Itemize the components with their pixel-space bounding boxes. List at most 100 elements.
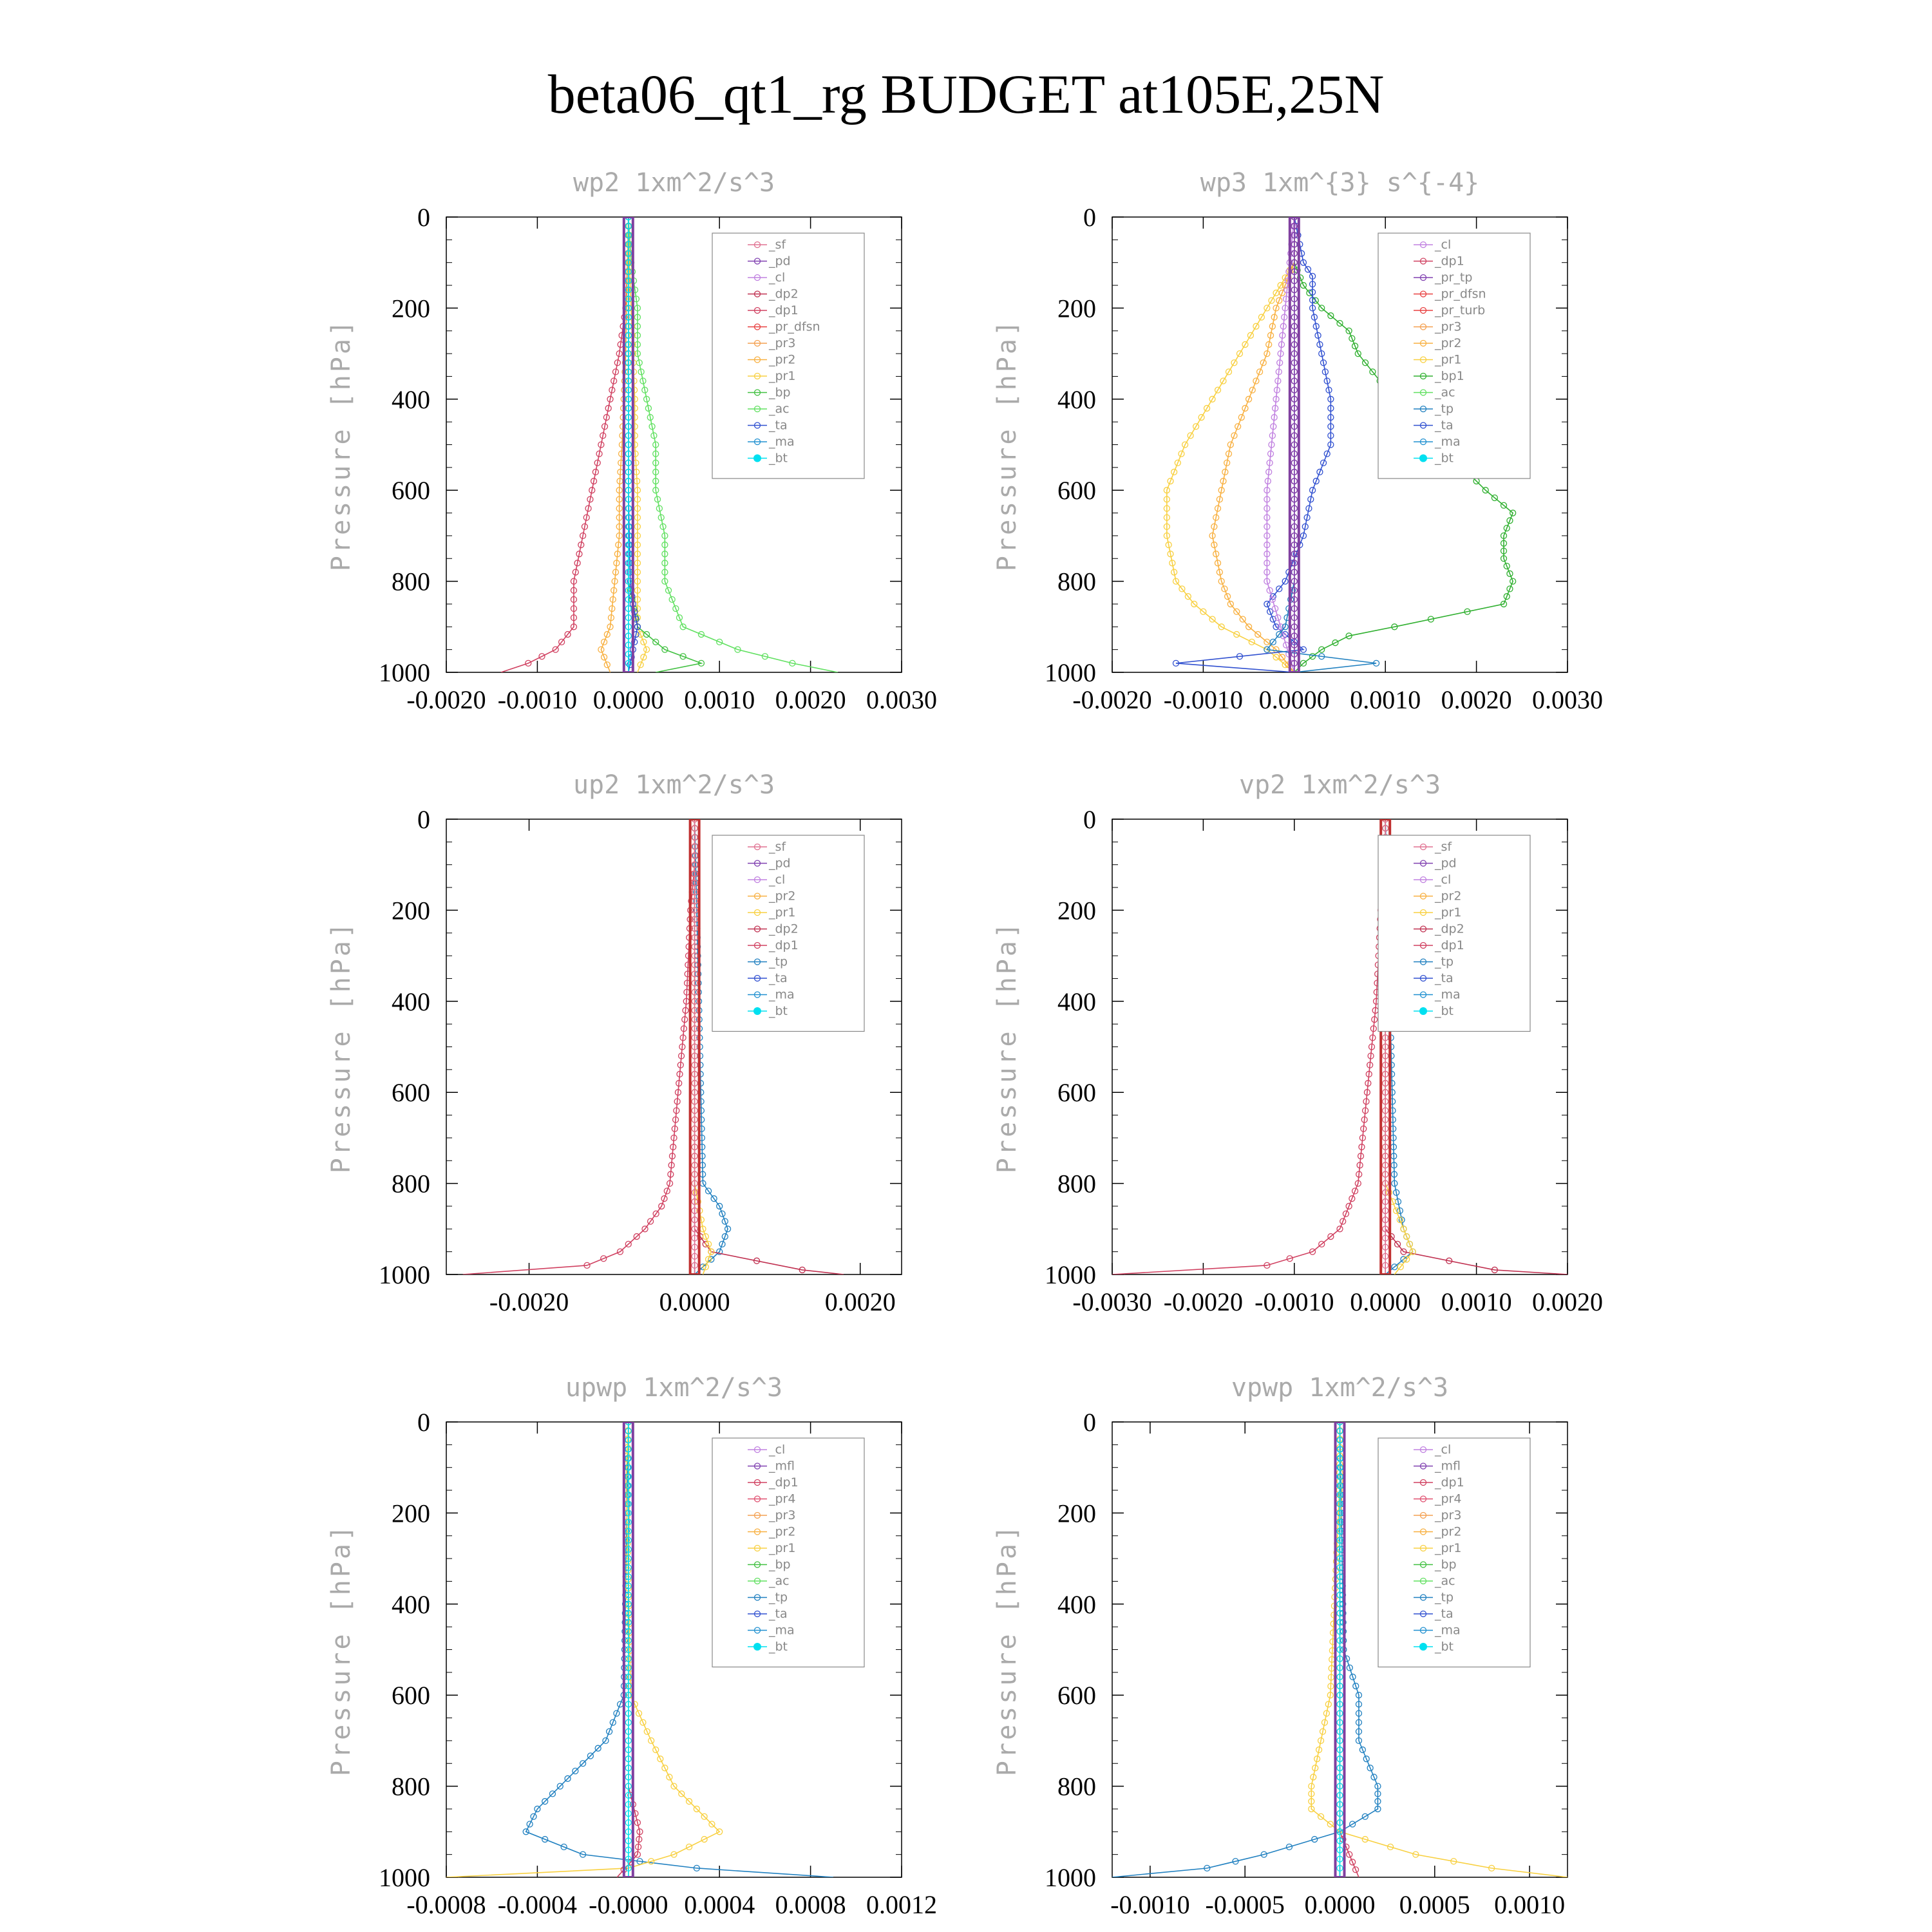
panel-title: wp3 1xm^{3} s^{-4} <box>1200 168 1479 198</box>
zero-line-bundle <box>622 217 634 672</box>
series-point_bt <box>1336 1573 1343 1580</box>
legend-label: _mfl <box>768 1459 795 1473</box>
series-point_ac <box>668 596 676 603</box>
legend-label: _pr_turb <box>1434 303 1485 317</box>
series-point_dp1 <box>605 404 612 412</box>
series-point_sf <box>1382 1070 1389 1078</box>
series-point_ac <box>634 341 641 348</box>
series-point_bt <box>1336 1501 1343 1508</box>
series-point_bt <box>625 1564 632 1571</box>
series-point_pr1 <box>708 1821 715 1828</box>
series-point_bt <box>625 505 632 512</box>
series-point_tp <box>587 1752 594 1759</box>
series-point_sf <box>691 1016 698 1023</box>
series-point_dp2 <box>1491 1266 1499 1274</box>
series-point_bp1 <box>1351 343 1359 350</box>
series-point_bt <box>1336 1455 1343 1462</box>
legend-box <box>1378 835 1531 1032</box>
legend-marker <box>753 942 761 949</box>
zero-line-bundle <box>1288 217 1300 672</box>
series-point_sf <box>691 989 698 996</box>
series-point_dp1 <box>1367 1052 1374 1059</box>
series-point_pr1 <box>1327 1674 1335 1681</box>
series-point_pr1 <box>1277 281 1284 289</box>
series-point_bt <box>625 1710 632 1717</box>
series-point_sf <box>1382 1207 1389 1215</box>
series-point_pr1 <box>1387 1843 1394 1851</box>
series-point_bt <box>1336 1437 1343 1444</box>
series-point_pr_tp <box>1291 404 1298 412</box>
series-point_bt <box>625 541 632 549</box>
series-point_pr2 <box>612 569 620 576</box>
series-line_pr1 <box>1166 217 1295 672</box>
series-point_sf <box>691 819 698 823</box>
legend-label: _ma <box>1434 1624 1461 1638</box>
series-point_pr2 <box>616 505 623 512</box>
legend-label: _sf <box>1434 840 1452 854</box>
series-point_pr1 <box>1317 1737 1325 1745</box>
series-point_pr_tp <box>1291 432 1298 439</box>
series-point_bt <box>625 1422 632 1426</box>
series-point_pr2 <box>1245 395 1253 402</box>
series-point_pr1 <box>637 661 644 668</box>
series-point_tp <box>605 1728 613 1735</box>
legend-marker <box>1419 974 1427 982</box>
series-point_tp <box>579 1760 587 1767</box>
y-tick-label: 400 <box>1057 987 1096 1016</box>
series-point_bt <box>625 1783 632 1790</box>
x-tick-label: 0.0000 <box>1350 1287 1421 1316</box>
series-point_ta <box>1302 523 1309 530</box>
series-point_dp1 <box>1358 1143 1365 1151</box>
series-point_bt <box>625 1673 632 1681</box>
series-point_bt <box>625 596 632 603</box>
series-point_sf <box>1382 1180 1389 1187</box>
series-point_pr_tp <box>1291 487 1298 494</box>
series-point_tp <box>1318 653 1325 660</box>
series-point_pr2 <box>1249 386 1256 393</box>
series-point_tp <box>564 1775 571 1782</box>
series-point_dp1 <box>570 587 578 594</box>
series-point_ac <box>634 350 641 357</box>
series-point_tp <box>1390 1171 1398 1178</box>
x-tick-label: 0.0000 <box>1259 685 1330 714</box>
series-point_dp1 <box>636 1828 643 1835</box>
legend-label: _dp1 <box>768 303 799 317</box>
series-point_pr1 <box>693 1805 700 1813</box>
series-point_dp1 <box>1286 1255 1293 1262</box>
series-point_pr1 <box>1308 1798 1315 1805</box>
x-tick-label: -0.0010 <box>1164 685 1243 714</box>
legend-label: _bt <box>1434 451 1454 466</box>
series-point_bt <box>625 404 632 412</box>
y-tick-label: 0 <box>417 805 430 834</box>
series-point_dp1 <box>589 487 596 494</box>
series-point_pr1 <box>1198 413 1205 421</box>
series-point_ta <box>1266 608 1274 615</box>
series-point_tp <box>719 1210 726 1217</box>
series-point_bp <box>643 630 650 638</box>
series-point_bp1 <box>1318 646 1325 653</box>
series-point_cl <box>1264 551 1271 558</box>
series-point_pr1 <box>1361 1835 1368 1843</box>
series-point_bp1 <box>1361 359 1369 366</box>
series-point_dp1 <box>636 1835 643 1843</box>
legend-label: _bt <box>768 451 788 466</box>
series-point_sf <box>691 1089 698 1096</box>
series-line_pr2 <box>1211 217 1295 672</box>
series-point_pr1 <box>1209 616 1216 623</box>
series-point_pr2 <box>1273 305 1280 312</box>
series-point_ta <box>1318 350 1325 357</box>
series-point_pr2 <box>1253 377 1260 384</box>
series-point_pr1 <box>1231 359 1238 366</box>
series-point_sf <box>691 861 698 868</box>
series-point_bt <box>1336 1582 1343 1589</box>
y-tick-label: 200 <box>392 896 430 925</box>
series-point_bt <box>625 650 632 658</box>
x-tick-label: 0.0030 <box>866 685 937 714</box>
legend-label: _pr4 <box>1434 1492 1461 1506</box>
series-point_cl <box>1264 560 1271 567</box>
legend-marker <box>1419 1495 1427 1502</box>
series-point_tp <box>1363 1756 1370 1763</box>
series-point_dp1 <box>667 1171 674 1178</box>
series-point_dp1 <box>674 1089 682 1096</box>
